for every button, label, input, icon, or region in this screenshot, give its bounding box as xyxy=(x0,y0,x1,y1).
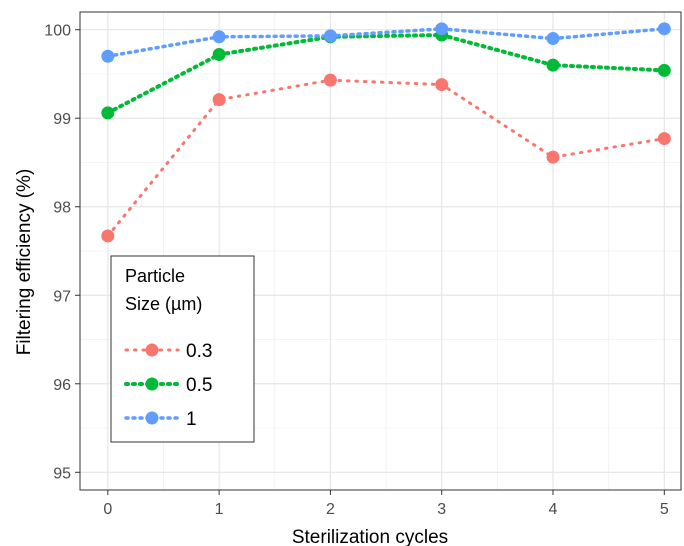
y-tick-label: 95 xyxy=(53,465,71,482)
legend-point xyxy=(145,411,159,425)
y-tick-label: 97 xyxy=(53,288,71,305)
y-axis: 95 96 97 98 99 100 xyxy=(44,23,80,482)
data-point xyxy=(101,49,115,63)
series-0.3 xyxy=(101,73,671,243)
x-axis-title: Sterilization cycles xyxy=(292,527,448,546)
y-tick-label: 98 xyxy=(53,200,71,217)
data-point xyxy=(323,29,337,43)
series-line-0.5 xyxy=(105,33,667,115)
series-line-0.3 xyxy=(106,78,666,238)
series-1 xyxy=(101,22,671,63)
y-tick-label: 100 xyxy=(44,23,71,40)
legend-label: 0.3 xyxy=(186,341,212,362)
data-point xyxy=(546,150,560,164)
y-tick-label: 99 xyxy=(53,111,71,128)
y-axis-title: Filtering efficiency (%) xyxy=(14,169,35,356)
data-point xyxy=(101,229,115,243)
legend-title-line2: Size (µm) xyxy=(125,294,202,314)
data-point xyxy=(101,106,115,120)
data-point xyxy=(435,78,449,92)
data-point xyxy=(657,63,671,77)
legend-point xyxy=(145,343,159,357)
x-tick-label: 3 xyxy=(437,501,446,518)
series-layer xyxy=(101,22,671,243)
legend-point xyxy=(145,377,159,391)
data-point xyxy=(212,93,226,107)
legend-item-0.3: 0.3 xyxy=(124,341,212,362)
data-point xyxy=(323,73,337,87)
data-point xyxy=(212,30,226,44)
x-axis: 0 1 2 3 4 5 xyxy=(103,490,669,518)
data-point xyxy=(546,58,560,72)
legend: Particle Size (µm) 0.3 0.5 1 xyxy=(110,255,255,443)
legend-label: 1 xyxy=(186,409,197,430)
x-tick-label: 2 xyxy=(326,501,335,518)
x-tick-label: 0 xyxy=(103,501,112,518)
x-tick-label: 5 xyxy=(660,501,669,518)
series-line-1 xyxy=(106,27,667,59)
x-tick-label: 1 xyxy=(215,501,224,518)
legend-label: 0.5 xyxy=(186,375,212,396)
legend-items: 0.3 0.5 1 xyxy=(124,341,212,430)
plot-border xyxy=(79,11,682,491)
data-point xyxy=(657,132,671,146)
data-point xyxy=(657,22,671,36)
x-tick-label: 4 xyxy=(549,501,558,518)
data-point xyxy=(435,22,449,36)
data-point xyxy=(212,47,226,61)
legend-item-0.5: 0.5 xyxy=(124,375,212,396)
legend-title-line1: Particle xyxy=(125,266,185,286)
data-point xyxy=(546,32,560,46)
y-tick-label: 96 xyxy=(53,377,71,394)
legend-item-1: 1 xyxy=(124,409,197,430)
